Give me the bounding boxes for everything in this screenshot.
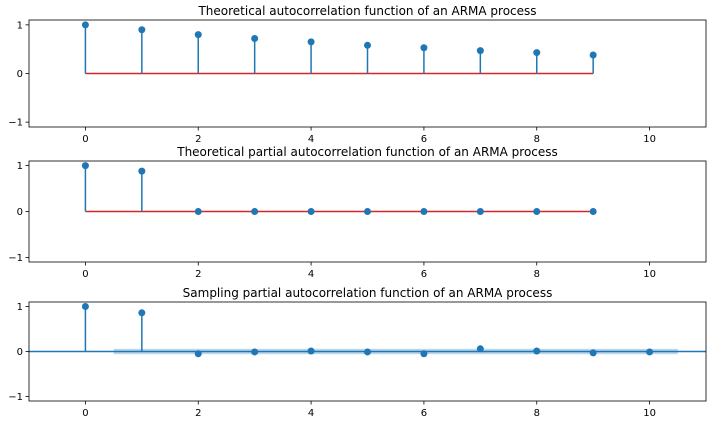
chart-title: Theoretical autocorrelation function of … [197,4,536,18]
y-tick-label: −1 [8,253,23,264]
x-tick-label: 6 [421,269,427,280]
x-tick-label: 0 [82,408,88,419]
x-tick-label: 8 [534,134,540,145]
y-tick-label: 1 [17,161,23,172]
y-tick-label: −1 [8,118,23,129]
x-tick-label: 0 [82,134,88,145]
x-tick-label: 10 [643,408,656,419]
stem-marker [194,31,202,39]
stem-marker [589,51,597,59]
stem-marker [476,47,484,55]
stem-marker [81,162,89,170]
x-tick-label: 10 [643,269,656,280]
x-tick-label: 2 [195,269,201,280]
stem-marker [646,348,654,356]
stem-marker [476,345,484,353]
stem-marker [194,208,202,215]
x-tick-label: 6 [421,408,427,419]
stem-marker [251,208,259,215]
y-tick-label: 1 [17,302,23,313]
x-tick-label: 8 [534,408,540,419]
chart-title: Theoretical partial autocorrelation func… [176,145,558,159]
y-tick-label: 0 [17,347,23,358]
stem-marker [420,350,428,358]
stem-marker [589,208,597,215]
x-tick-label: 4 [308,134,314,145]
stem-marker [251,34,259,42]
y-tick-label: −1 [8,392,23,403]
x-tick-label: 0 [82,269,88,280]
stem-marker [307,38,315,46]
stem-marker [307,347,315,355]
x-tick-label: 2 [195,134,201,145]
x-tick-label: 8 [534,269,540,280]
stem-marker [364,41,371,49]
stem-marker [476,208,484,215]
y-tick-label: 0 [17,69,23,80]
chart-panel-3: Sampling partial autocorrelation functio… [8,286,707,419]
x-tick-label: 4 [308,269,314,280]
stem-marker [194,350,202,358]
x-tick-label: 2 [195,408,201,419]
chart-panel-1: Theoretical autocorrelation function of … [8,4,707,145]
stem-marker [533,49,541,57]
stem-marker [589,349,597,357]
stem-marker [81,21,89,29]
y-tick-label: 0 [17,207,23,218]
stem-marker [533,347,541,355]
stem-marker [81,303,89,310]
stem-marker [420,208,428,215]
stem-marker [138,167,146,175]
stem-marker [420,44,428,52]
x-tick-label: 6 [421,134,427,145]
stem-marker [533,208,541,215]
stem-marker [138,309,146,317]
stem-marker [138,26,146,34]
chart-panel-2: Theoretical partial autocorrelation func… [8,145,707,280]
x-tick-label: 4 [308,408,314,419]
stem-marker [307,208,315,215]
stem-marker [364,348,371,356]
chart-title: Sampling partial autocorrelation functio… [183,286,553,300]
stem-marker [364,208,371,215]
x-tick-label: 10 [643,134,656,145]
y-tick-label: 1 [17,20,23,31]
stem-marker [251,348,259,356]
